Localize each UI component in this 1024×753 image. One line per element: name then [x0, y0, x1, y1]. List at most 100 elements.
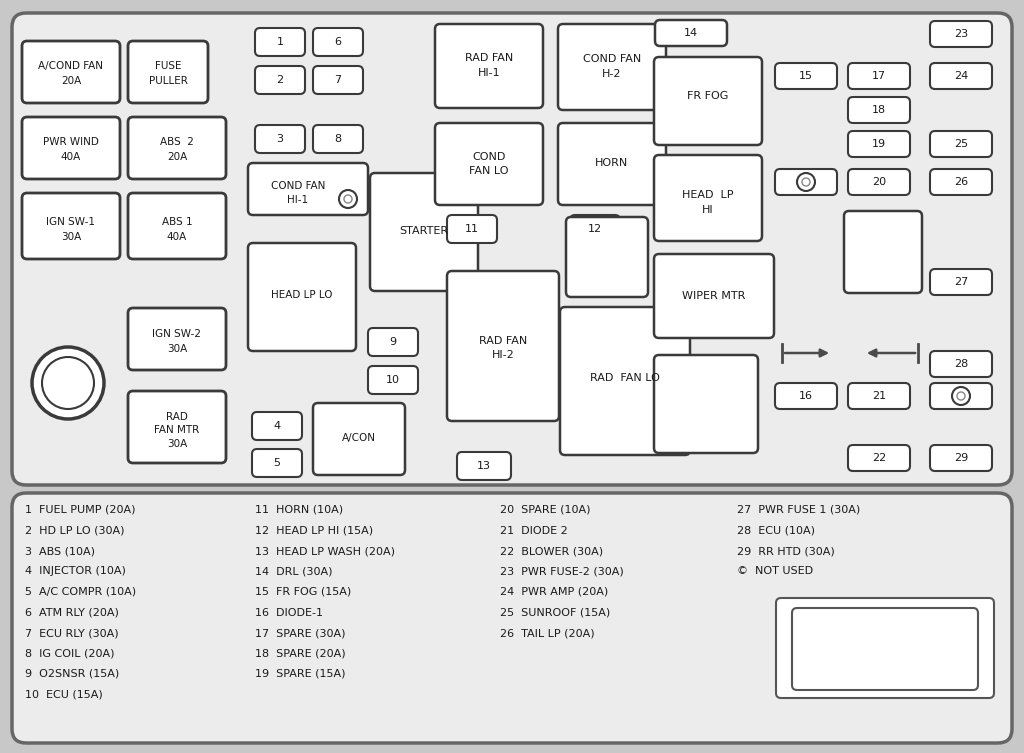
FancyBboxPatch shape	[558, 123, 666, 205]
FancyBboxPatch shape	[775, 169, 837, 195]
FancyBboxPatch shape	[248, 243, 356, 351]
FancyBboxPatch shape	[654, 254, 774, 338]
Text: A/CON: A/CON	[342, 433, 376, 443]
Text: 29  RR HTD (30A): 29 RR HTD (30A)	[737, 546, 835, 556]
FancyBboxPatch shape	[930, 351, 992, 377]
Text: 9: 9	[389, 337, 396, 347]
FancyBboxPatch shape	[566, 217, 648, 297]
Text: ©  NOT USED: © NOT USED	[737, 566, 813, 577]
Text: 15  FR FOG (15A): 15 FR FOG (15A)	[255, 587, 351, 597]
Text: 16: 16	[799, 391, 813, 401]
Text: 26  TAIL LP (20A): 26 TAIL LP (20A)	[500, 628, 595, 638]
FancyBboxPatch shape	[255, 66, 305, 94]
Circle shape	[32, 347, 104, 419]
Text: RAD FAN: RAD FAN	[465, 53, 513, 63]
Text: H-2: H-2	[602, 69, 622, 79]
FancyBboxPatch shape	[22, 117, 120, 179]
Text: 7  ECU RLY (30A): 7 ECU RLY (30A)	[25, 628, 119, 638]
Text: 8  IG COIL (20A): 8 IG COIL (20A)	[25, 648, 115, 659]
FancyBboxPatch shape	[128, 193, 226, 259]
FancyBboxPatch shape	[252, 412, 302, 440]
Text: 12  HEAD LP HI (15A): 12 HEAD LP HI (15A)	[255, 526, 373, 535]
Text: 40A: 40A	[60, 152, 81, 162]
FancyBboxPatch shape	[368, 366, 418, 394]
FancyBboxPatch shape	[930, 21, 992, 47]
Text: 12: 12	[588, 224, 602, 234]
Text: 21: 21	[872, 391, 886, 401]
FancyBboxPatch shape	[368, 328, 418, 356]
Text: COND: COND	[472, 152, 506, 162]
FancyBboxPatch shape	[848, 131, 910, 157]
Text: ABS 1: ABS 1	[162, 217, 193, 227]
Text: HI-2: HI-2	[492, 350, 514, 360]
Text: 18  SPARE (20A): 18 SPARE (20A)	[255, 648, 346, 659]
Text: 19: 19	[872, 139, 886, 149]
FancyBboxPatch shape	[792, 608, 978, 690]
FancyBboxPatch shape	[252, 449, 302, 477]
Text: 1  FUEL PUMP (20A): 1 FUEL PUMP (20A)	[25, 505, 135, 515]
Text: 22: 22	[871, 453, 886, 463]
Text: 13: 13	[477, 461, 490, 471]
FancyBboxPatch shape	[848, 383, 910, 409]
Text: 17  SPARE (30A): 17 SPARE (30A)	[255, 628, 345, 638]
Text: HI-1: HI-1	[288, 195, 308, 205]
Text: 11: 11	[465, 224, 479, 234]
FancyBboxPatch shape	[313, 125, 362, 153]
Text: 20: 20	[872, 177, 886, 187]
FancyBboxPatch shape	[435, 24, 543, 108]
Text: 4  INJECTOR (10A): 4 INJECTOR (10A)	[25, 566, 126, 577]
Text: 28: 28	[954, 359, 968, 369]
Text: IGN SW-2: IGN SW-2	[153, 329, 202, 339]
FancyBboxPatch shape	[457, 452, 511, 480]
Text: FAN LO: FAN LO	[469, 166, 509, 176]
Text: 11  HORN (10A): 11 HORN (10A)	[255, 505, 343, 515]
FancyBboxPatch shape	[447, 271, 559, 421]
Text: 18: 18	[872, 105, 886, 115]
FancyBboxPatch shape	[930, 269, 992, 295]
Text: 24  PWR AMP (20A): 24 PWR AMP (20A)	[500, 587, 608, 597]
Text: WIPER MTR: WIPER MTR	[682, 291, 745, 301]
Text: 14: 14	[684, 28, 698, 38]
Text: 7: 7	[335, 75, 342, 85]
Text: RAD: RAD	[166, 412, 188, 422]
FancyBboxPatch shape	[248, 163, 368, 215]
FancyBboxPatch shape	[775, 383, 837, 409]
FancyBboxPatch shape	[128, 308, 226, 370]
FancyBboxPatch shape	[558, 24, 666, 110]
Text: COND FAN: COND FAN	[270, 181, 326, 191]
FancyBboxPatch shape	[255, 28, 305, 56]
Text: RAD  FAN LO: RAD FAN LO	[590, 373, 659, 383]
FancyBboxPatch shape	[447, 215, 497, 243]
Text: 10  ECU (15A): 10 ECU (15A)	[25, 690, 102, 700]
Text: 4: 4	[273, 421, 281, 431]
Text: 27: 27	[954, 277, 968, 287]
FancyBboxPatch shape	[930, 445, 992, 471]
Text: 21  DIODE 2: 21 DIODE 2	[500, 526, 567, 535]
Circle shape	[797, 173, 815, 191]
FancyBboxPatch shape	[570, 215, 620, 243]
FancyBboxPatch shape	[12, 493, 1012, 743]
FancyBboxPatch shape	[930, 63, 992, 89]
Text: HEAD  LP: HEAD LP	[682, 190, 734, 200]
Text: 6: 6	[335, 37, 341, 47]
FancyBboxPatch shape	[655, 20, 727, 46]
FancyBboxPatch shape	[313, 28, 362, 56]
Text: 16  DIODE-1: 16 DIODE-1	[255, 608, 323, 617]
Text: 25  SUNROOF (15A): 25 SUNROOF (15A)	[500, 608, 610, 617]
FancyBboxPatch shape	[848, 169, 910, 195]
Text: 40A: 40A	[167, 232, 187, 242]
FancyBboxPatch shape	[848, 63, 910, 89]
Text: 15: 15	[799, 71, 813, 81]
Circle shape	[344, 195, 352, 203]
Text: 30A: 30A	[167, 439, 187, 449]
Circle shape	[952, 387, 970, 405]
Text: 29: 29	[954, 453, 968, 463]
Text: 22  BLOWER (30A): 22 BLOWER (30A)	[500, 546, 603, 556]
Text: 5  A/C COMPR (10A): 5 A/C COMPR (10A)	[25, 587, 136, 597]
Text: 2  HD LP LO (30A): 2 HD LP LO (30A)	[25, 526, 125, 535]
FancyBboxPatch shape	[560, 307, 690, 455]
Text: A/COND FAN: A/COND FAN	[39, 61, 103, 71]
Text: 23: 23	[954, 29, 968, 39]
Text: 28  ECU (10A): 28 ECU (10A)	[737, 526, 815, 535]
Text: 6  ATM RLY (20A): 6 ATM RLY (20A)	[25, 608, 119, 617]
